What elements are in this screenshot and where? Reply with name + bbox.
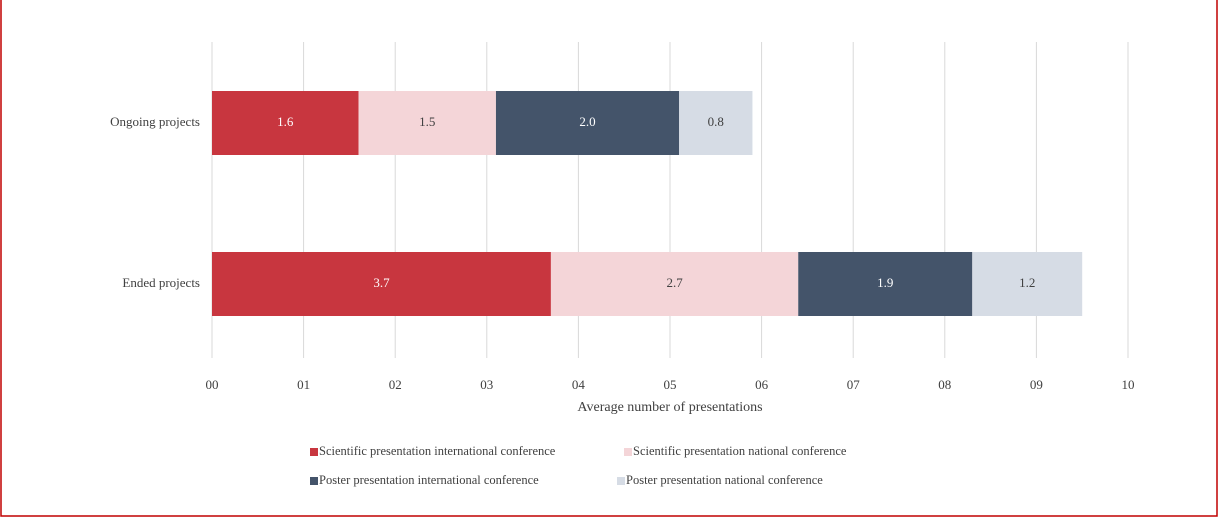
data-label: 2.7 <box>666 275 683 290</box>
x-tick-label: 10 <box>1122 377 1135 392</box>
legend-label: Poster presentation national conference <box>626 473 823 487</box>
y-tick-label: Ongoing projects <box>110 114 200 129</box>
bar-segment <box>212 91 359 155</box>
legend-swatch <box>617 477 625 485</box>
x-tick-label: 00 <box>206 377 219 392</box>
data-label: 2.0 <box>579 114 595 129</box>
bar-segment <box>358 91 496 155</box>
data-label: 1.6 <box>277 114 294 129</box>
bar-segment <box>212 252 551 316</box>
x-tick-label: 05 <box>664 377 677 392</box>
legend-swatch <box>310 477 318 485</box>
x-tick-label: 08 <box>938 377 951 392</box>
data-label: 1.5 <box>419 114 435 129</box>
x-tick-label: 06 <box>755 377 769 392</box>
legend-label: Scientific presentation national confere… <box>633 444 847 458</box>
bar-segment <box>550 252 799 316</box>
x-tick-label: 03 <box>480 377 493 392</box>
legend-swatch <box>624 448 632 456</box>
data-label: 1.9 <box>877 275 893 290</box>
bar-segment <box>798 252 973 316</box>
bar-segment <box>972 252 1083 316</box>
x-tick-label: 02 <box>389 377 402 392</box>
data-label: 0.8 <box>708 114 724 129</box>
legend-label: Scientific presentation international co… <box>319 444 556 458</box>
x-tick-label: 09 <box>1030 377 1043 392</box>
x-tick-label: 04 <box>572 377 586 392</box>
bar-segment <box>679 91 753 155</box>
x-tick-label: 07 <box>847 377 861 392</box>
x-axis-title: Average number of presentations <box>577 400 762 415</box>
bar-segment <box>495 91 680 155</box>
data-label: 1.2 <box>1019 275 1035 290</box>
data-label: 3.7 <box>373 275 390 290</box>
y-tick-label: Ended projects <box>122 275 200 290</box>
x-tick-label: 01 <box>297 377 310 392</box>
legend-swatch <box>310 448 318 456</box>
legend-label: Poster presentation international confer… <box>319 473 539 487</box>
